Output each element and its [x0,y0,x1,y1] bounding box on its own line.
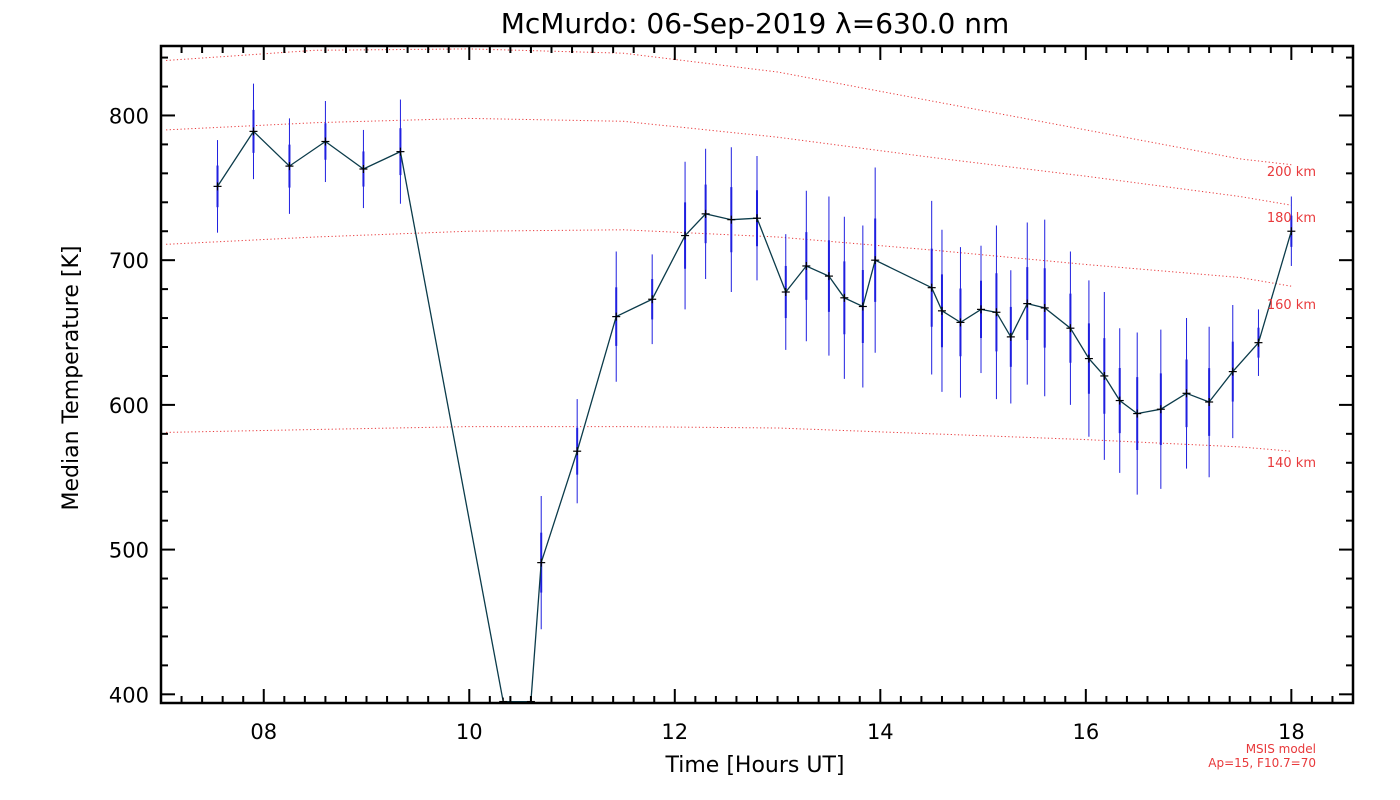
data-point [321,137,330,146]
data-point [612,312,621,321]
data-point [285,162,294,171]
x-tick-label: 12 [661,720,688,744]
x-tick-label: 08 [250,720,277,744]
altitude-label-140km: 140 km [1267,456,1316,471]
data-point [992,308,1001,317]
data-point [499,697,508,703]
x-tick-label: 18 [1278,720,1305,744]
data-point [537,558,546,567]
data-point [753,214,761,223]
data-point [1156,405,1165,414]
axis-tick-labels: 08 10 12 14 16 18 400 500 600 700 800 [109,104,1305,744]
data-point [858,302,867,311]
data-point [1254,338,1263,347]
data-point [249,127,258,136]
data-point [1084,354,1093,363]
data-point [927,283,936,292]
data-point [1066,324,1075,333]
altitude-label-200km: 200 km [1267,165,1316,180]
data-point [701,209,710,218]
altitude-label-180km: 180 km [1267,211,1316,226]
msis-model-curves [166,48,1292,452]
temperature-series [213,83,1296,703]
data-point [359,165,368,174]
plot-frame [159,44,1355,705]
data-point [937,306,946,315]
data-point [1100,371,1109,380]
data-point [1023,299,1032,308]
axis-ticks [160,46,1354,703]
data-point [1133,409,1142,418]
data-point [1228,367,1237,376]
data-point [213,182,222,191]
data-point [1287,227,1296,236]
y-tick-label: 400 [109,683,149,707]
y-tick-label: 800 [109,104,149,128]
data-point [781,288,790,297]
data-point [396,147,405,156]
x-tick-label: 10 [456,720,483,744]
chart-title: McMurdo: 06-Sep-2019 λ=630.0 nm [501,7,1010,40]
altitude-label-160km: 160 km [1267,298,1316,313]
series-line [216,130,1292,703]
data-point [824,272,833,281]
data-point [1182,389,1191,398]
x-tick-label: 16 [1072,720,1099,744]
data-point [681,231,690,240]
data-point [1115,396,1124,405]
model-note-line-1: MSIS model [1246,742,1316,756]
model-curve-180km [166,117,1292,206]
y-tick-label: 700 [109,249,149,273]
data-point [1006,332,1015,341]
model-curve-140km [166,426,1292,452]
data-point [977,305,986,314]
data-point [648,295,657,304]
x-tick-label: 14 [867,720,894,744]
data-point [1205,397,1214,406]
data-point [802,261,811,270]
model-note-line-2: Ap=15, F10.7=70 [1208,756,1316,770]
y-tick-label: 500 [109,539,149,563]
y-tick-label: 600 [109,394,149,418]
x-axis-label: Time [Hours UT] [665,753,845,778]
model-curve-160km [166,229,1292,287]
data-point [573,447,582,456]
model-curve-200km [166,48,1292,166]
data-point [871,256,880,265]
data-point [840,293,849,302]
data-point [727,215,736,224]
y-axis-label: Median Temperature [K] [59,246,84,511]
data-point [1040,303,1049,312]
data-point [956,318,965,327]
